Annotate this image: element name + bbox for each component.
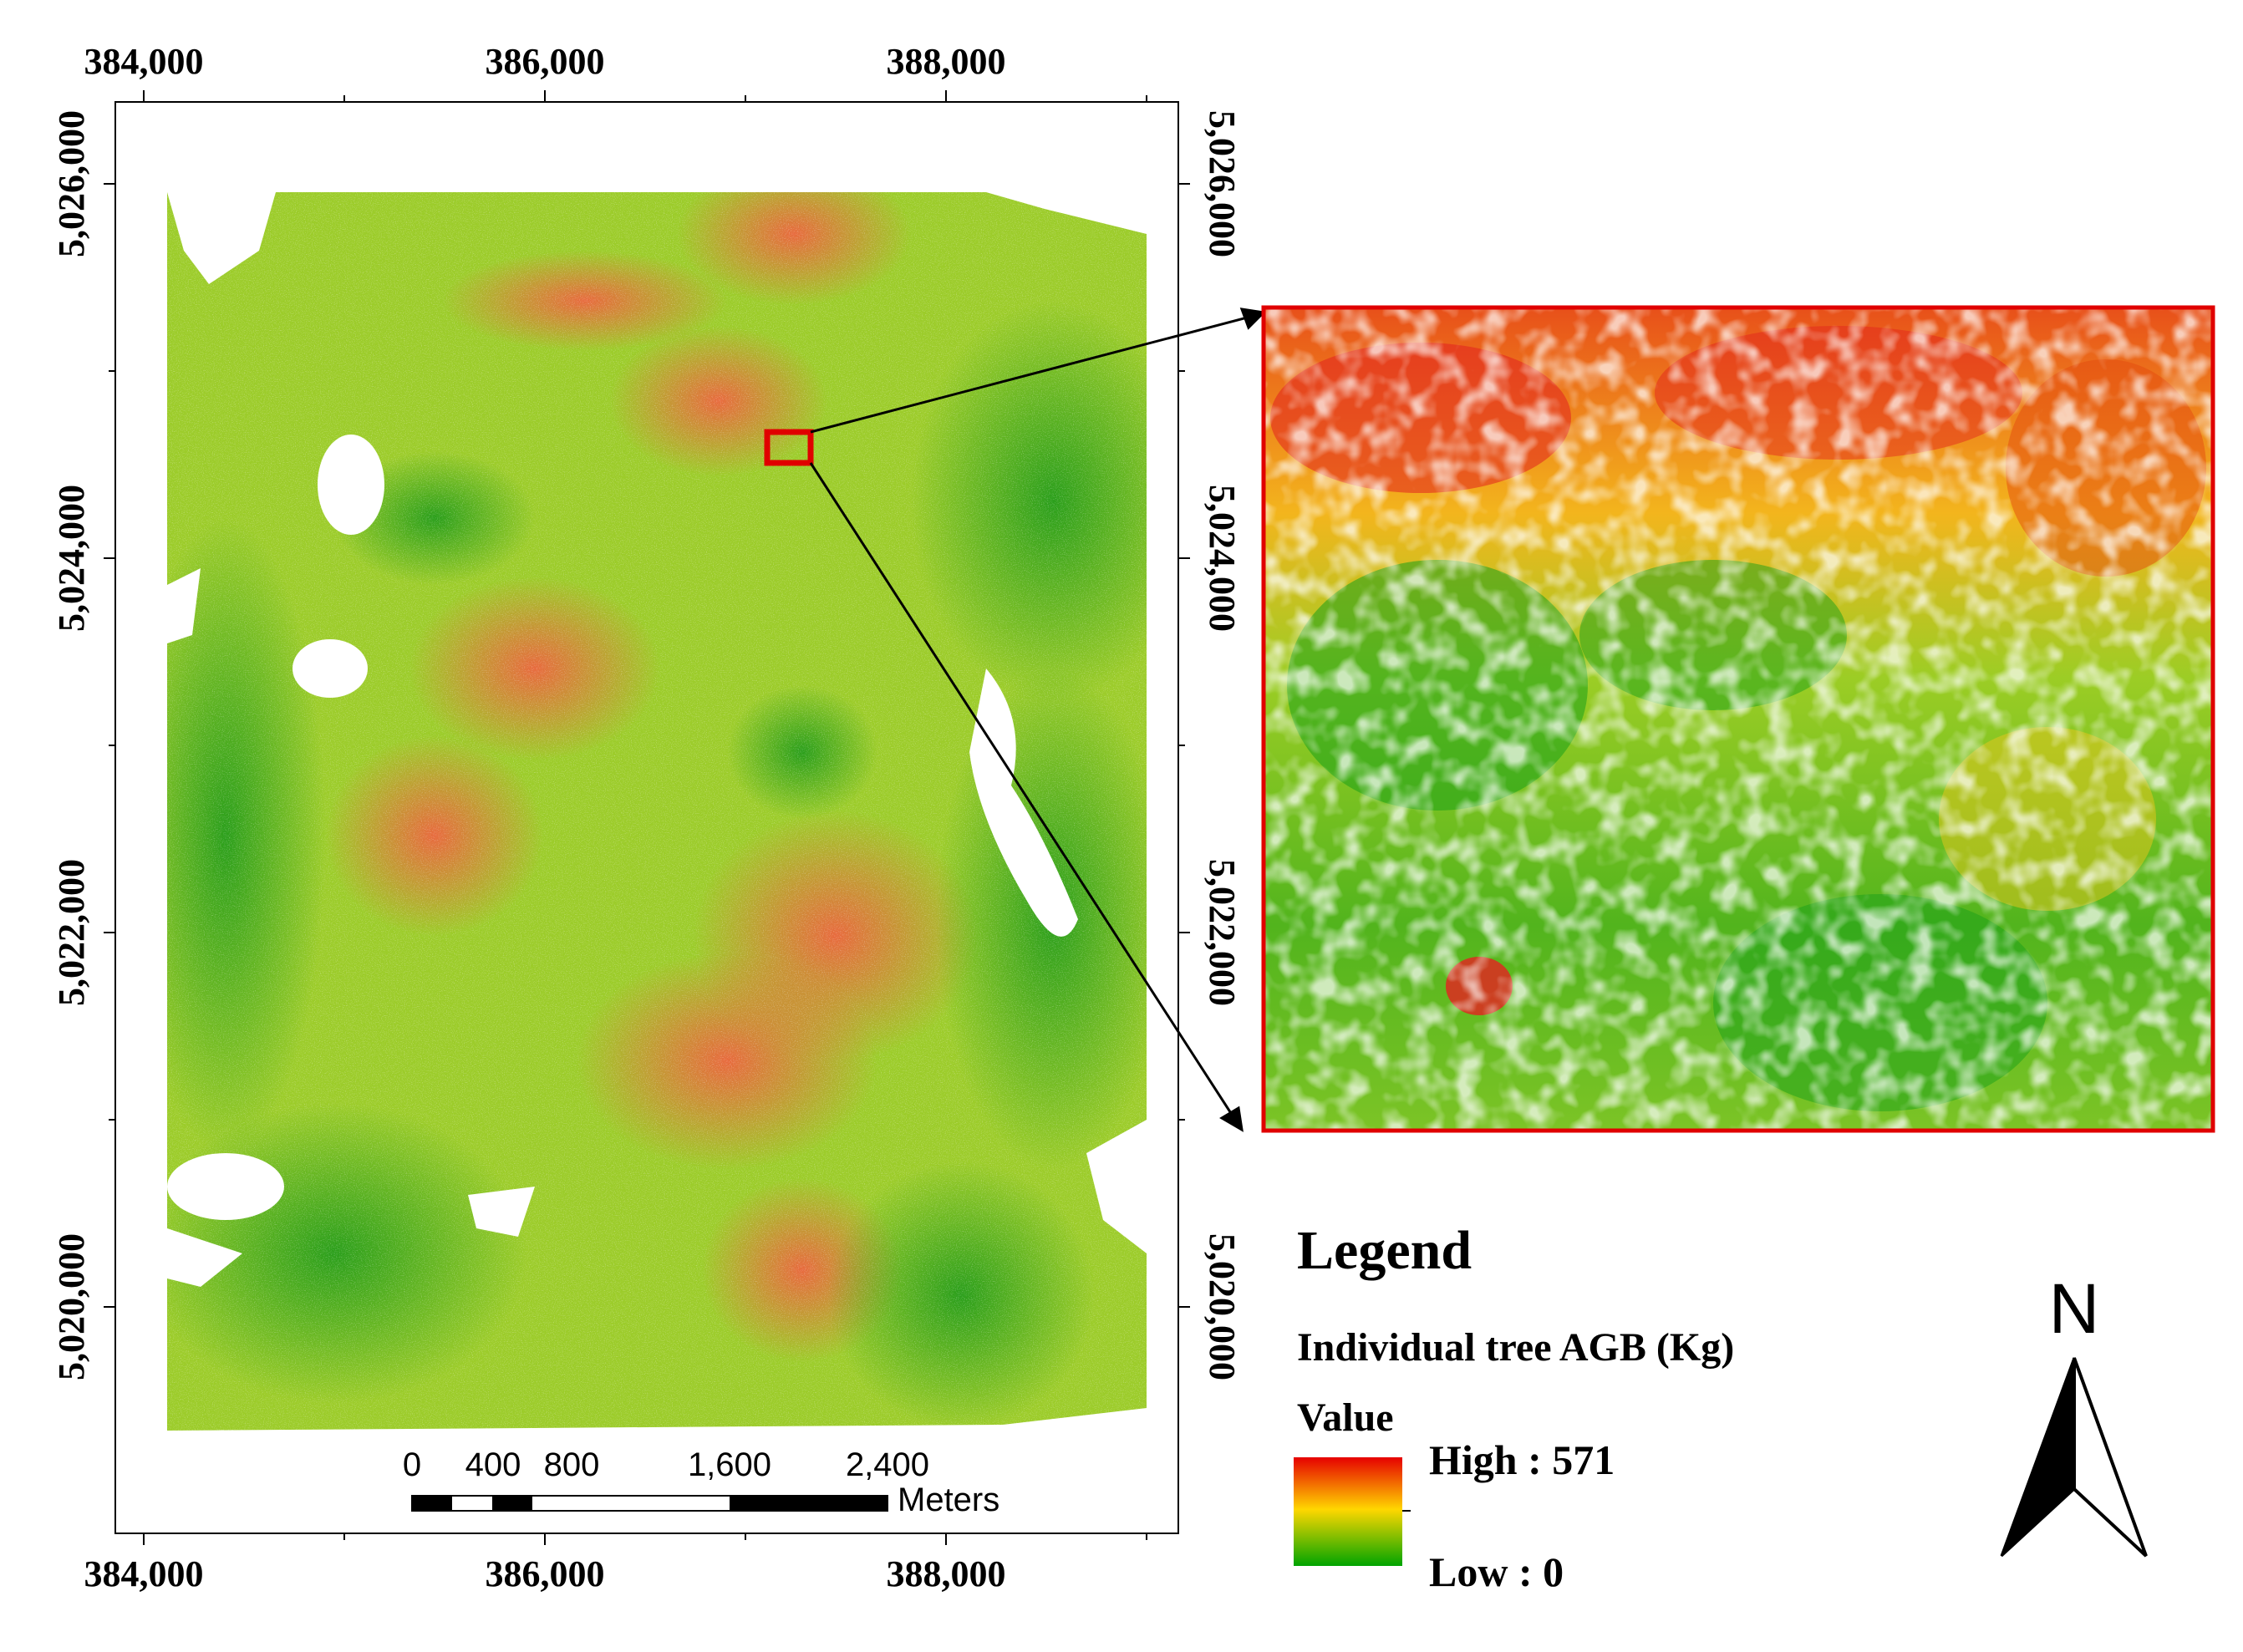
y-tick-right-1: 5,026,000: [1202, 110, 1243, 257]
y-tick-left-2: 5,024,000: [51, 485, 92, 632]
y-tick-right-2: 5,024,000: [1202, 485, 1243, 632]
x-tick-bottom-2: 386,000: [486, 1553, 605, 1594]
legend-color-ramp: [1294, 1457, 1402, 1566]
north-label: N: [2049, 1269, 2100, 1348]
legend-high-label: High : 571: [1429, 1436, 1615, 1483]
x-tick-bottom-3: 388,000: [887, 1553, 1006, 1594]
scale-label-400: 400: [465, 1446, 521, 1483]
legend-layer-name: Individual tree AGB (Kg): [1297, 1325, 1734, 1370]
agb-raster-map: [167, 192, 1147, 1431]
y-tick-right-4: 5,020,000: [1202, 1233, 1243, 1380]
y-tick-left-1: 5,026,000: [51, 110, 92, 257]
y-tick-right-3: 5,022,000: [1202, 859, 1243, 1006]
x-tick-bottom-1: 384,000: [84, 1553, 204, 1594]
legend: Legend Individual tree AGB (Kg) Value Hi…: [1294, 1220, 1734, 1595]
legend-value-label: Value: [1297, 1395, 1394, 1440]
inset-zoom-map: [1261, 305, 2215, 1133]
inset-locator-box: [764, 429, 814, 466]
y-tick-left-3: 5,022,000: [51, 859, 92, 1006]
legend-low-label: Low : 0: [1429, 1548, 1564, 1595]
scale-bar: 0 400 800 1,600 2,400 Meters: [403, 1446, 999, 1518]
x-tick-top-3: 388,000: [887, 41, 1006, 82]
inset-connector-arrows: [809, 308, 1267, 1132]
scale-label-1600: 1,600: [688, 1446, 771, 1483]
scale-unit: Meters: [898, 1482, 999, 1518]
scale-label-2400: 2,400: [846, 1446, 929, 1483]
x-tick-top-1: 384,000: [84, 41, 204, 82]
scale-label-800: 800: [544, 1446, 600, 1483]
north-arrow-icon: N: [2000, 1269, 2148, 1558]
map-frame-ticks: [104, 90, 1190, 1545]
inset-border: [1261, 305, 2215, 1133]
x-tick-top-2: 386,000: [486, 41, 605, 82]
y-tick-left-4: 5,020,000: [51, 1233, 92, 1380]
legend-title: Legend: [1297, 1220, 1472, 1281]
scale-label-0: 0: [403, 1446, 421, 1483]
